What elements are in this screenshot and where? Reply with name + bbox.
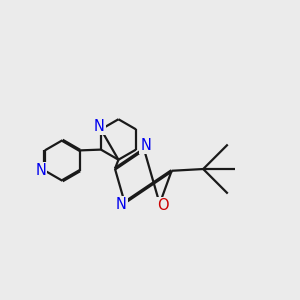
Text: N: N [94, 119, 105, 134]
Text: N: N [116, 197, 127, 212]
Text: N: N [140, 138, 151, 153]
Text: N: N [35, 163, 46, 178]
Text: O: O [158, 198, 169, 213]
